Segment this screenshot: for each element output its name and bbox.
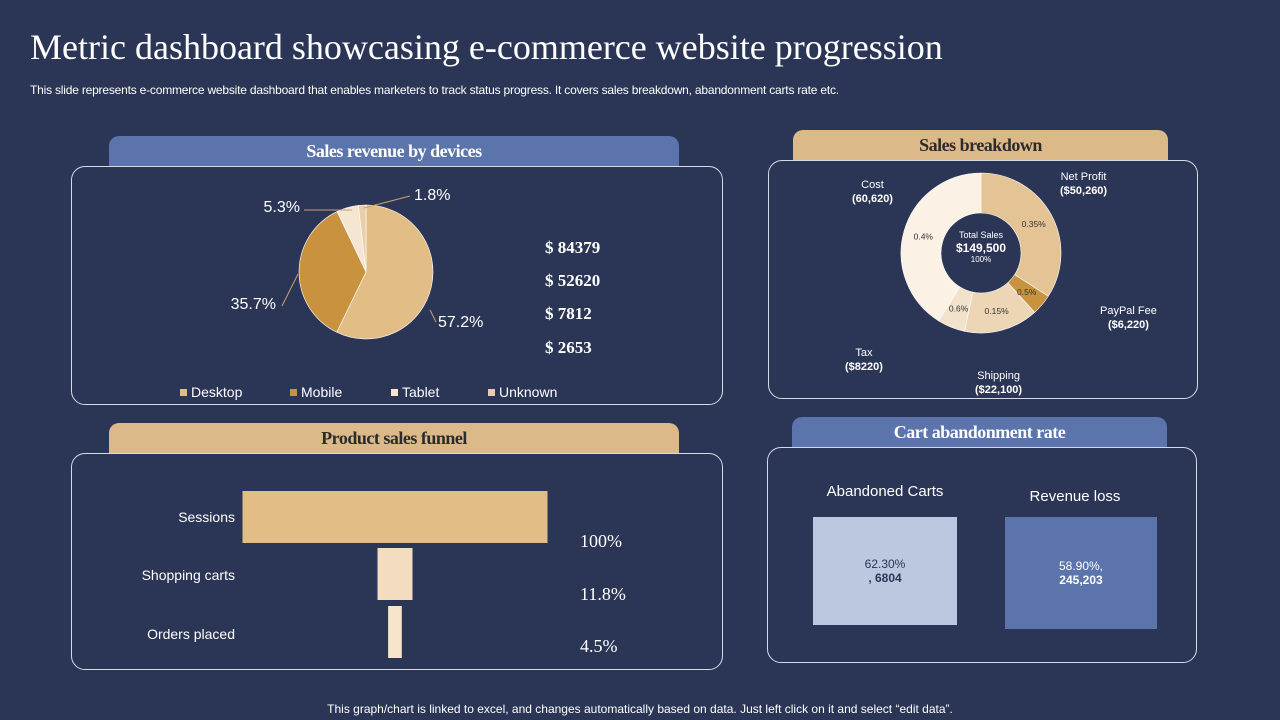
pie-data-label-desktop: 57.2% xyxy=(438,314,483,331)
pie-slice-desktop[interactable] xyxy=(336,204,434,340)
page-title: Metric dashboard showcasing e-commerce w… xyxy=(30,27,943,67)
legend-label-unknown: Unknown xyxy=(499,384,558,400)
pie-leader-line-unknown xyxy=(363,195,411,209)
legend-swatch-tablet xyxy=(391,388,398,396)
funnel-label-shopping-carts: Shopping carts xyxy=(141,567,235,583)
donut-center-label: Total Sales xyxy=(959,230,1004,240)
funnel-chart[interactable] xyxy=(240,485,560,665)
tab-cart-abandonment: Cart abandonment rate xyxy=(792,417,1167,447)
legend-swatch-desktop xyxy=(180,388,187,396)
revenue-value-desktop: $ 84379 xyxy=(545,238,601,257)
funnel-bar-sessions[interactable] xyxy=(242,491,548,543)
legend-mobile[interactable]: Mobile xyxy=(290,384,342,400)
breakdown-label-paypal-fee: PayPal Fee ($6,220) xyxy=(1100,304,1157,332)
abandoned-carts-title: Abandoned Carts xyxy=(826,483,944,500)
funnel-pct-orders-placed: 4.5% xyxy=(580,636,618,656)
breakdown-name-tax: Tax xyxy=(855,347,873,359)
legend-tablet[interactable]: Tablet xyxy=(391,384,439,400)
breakdown-label-tax: Tax ($8220) xyxy=(845,346,883,374)
breakdown-name-paypal-fee: PayPal Fee xyxy=(1100,305,1157,317)
revenue-loss-pct: 58.90%, xyxy=(1058,559,1104,573)
pie-data-label-unknown: 1.8% xyxy=(414,187,450,204)
donut-data-label-shipping: 0.15% xyxy=(985,306,1010,316)
breakdown-value-net-profit: ($50,260) xyxy=(1060,185,1108,197)
donut-slice-net-profit[interactable] xyxy=(980,172,1062,297)
page-subtitle: This slide represents e-commerce website… xyxy=(30,83,839,97)
pie-slice-unknown[interactable] xyxy=(358,204,367,273)
breakdown-label-net-profit: Net Profit ($50,260) xyxy=(1060,170,1107,198)
donut-data-label-cost: 0.4% xyxy=(914,232,934,242)
donut-center-pct: 100% xyxy=(971,255,991,264)
abandoned-carts-pct: 62.30% xyxy=(864,557,906,571)
pie-slice-mobile[interactable] xyxy=(298,211,367,333)
breakdown-value-tax: ($8220) xyxy=(845,361,883,373)
legend-unknown[interactable]: Unknown xyxy=(488,384,557,400)
legend-desktop[interactable]: Desktop xyxy=(180,384,242,400)
donut-center-value: $149,500 xyxy=(956,241,1006,255)
breakdown-value-shipping: ($22,100) xyxy=(975,384,1023,396)
donut-data-label-net-profit: 0.35% xyxy=(1022,219,1047,229)
abandoned-carts-count: , 6804 xyxy=(868,571,902,585)
revenue-value-unknown: $ 2653 xyxy=(545,338,592,357)
donut-data-label-tax: 0.6% xyxy=(949,304,969,314)
donut-slice-cost[interactable] xyxy=(900,172,982,322)
funnel-bar-shopping-carts[interactable] xyxy=(377,548,413,600)
pie-leader-line-desktop xyxy=(429,309,437,323)
sales-breakdown-donut[interactable]: 0.35% 0.5% 0.15% 0.6% 0.4% Total Sales $149,… xyxy=(893,165,1073,340)
breakdown-label-shipping: Shipping ($22,100) xyxy=(975,369,1022,397)
abandoned-carts-box: 62.30% , 6804 xyxy=(813,517,957,625)
breakdown-value-cost: (60,620) xyxy=(852,193,893,205)
tab-sales-revenue: Sales revenue by devices xyxy=(109,136,679,166)
revenue-loss-amount: 245,203 xyxy=(1059,573,1103,587)
tab-sales-breakdown: Sales breakdown xyxy=(793,130,1168,160)
legend-swatch-mobile xyxy=(290,388,297,396)
pie-data-label-mobile: 35.7% xyxy=(231,296,276,313)
footer-note: This graph/chart is linked to excel, and… xyxy=(327,702,953,716)
legend-label-desktop: Desktop xyxy=(191,384,243,400)
breakdown-name-net-profit: Net Profit xyxy=(1060,171,1107,183)
funnel-pct-shopping-carts: 11.8% xyxy=(580,584,626,604)
device-pie-chart[interactable]: 57.2% 35.7% 5.3% 1.8% xyxy=(200,170,540,370)
revenue-loss-title: Revenue loss xyxy=(1029,488,1121,505)
pie-data-label-tablet: 5.3% xyxy=(264,199,300,216)
funnel-label-sessions: Sessions xyxy=(178,509,235,525)
legend-swatch-unknown xyxy=(488,388,495,396)
funnel-label-orders-placed: Orders placed xyxy=(147,626,235,642)
funnel-bar-orders-placed[interactable] xyxy=(388,606,402,658)
revenue-loss-box: 58.90%, 245,203 xyxy=(1005,517,1157,629)
funnel-pct-sessions: 100% xyxy=(580,531,622,551)
legend-label-tablet: Tablet xyxy=(402,384,440,400)
revenue-value-tablet: $ 7812 xyxy=(545,304,592,323)
tab-product-sales-funnel: Product sales funnel xyxy=(109,423,679,453)
breakdown-name-cost: Cost xyxy=(861,179,884,191)
revenue-value-mobile: $ 52620 xyxy=(545,271,601,290)
breakdown-value-paypal-fee: ($6,220) xyxy=(1107,319,1149,331)
pie-leader-line-mobile xyxy=(281,273,299,307)
breakdown-name-shipping: Shipping xyxy=(977,370,1020,382)
breakdown-label-cost: Cost (60,620) xyxy=(852,178,893,206)
legend-label-mobile: Mobile xyxy=(301,384,343,400)
donut-data-label-paypal-fee: 0.5% xyxy=(1017,287,1037,297)
